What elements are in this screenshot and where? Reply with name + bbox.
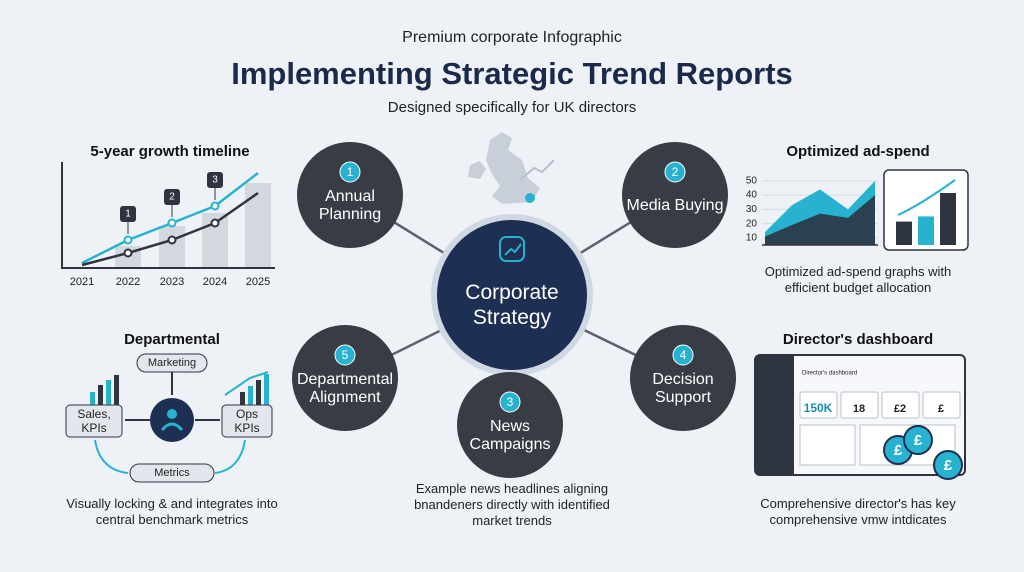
y-tick-label: 50 <box>746 175 758 186</box>
box-label: Ops KPIs <box>234 407 260 435</box>
node-badge <box>499 391 521 413</box>
point <box>167 235 177 245</box>
trend-arrow <box>519 159 555 181</box>
node-circle <box>297 142 403 248</box>
kpi-card <box>922 391 961 419</box>
point <box>210 218 220 228</box>
dash-header: Director's dashboard <box>802 371 857 377</box>
coin-label: £ <box>914 432 923 449</box>
uk-map <box>468 132 540 204</box>
kpi-value: 18 <box>853 403 865 415</box>
pill-label: Marketing <box>148 357 196 369</box>
y-tick-label: 40 <box>746 190 758 201</box>
hub-icon-arrow <box>504 243 522 256</box>
y-tick-label: 20 <box>746 218 758 229</box>
map-pin <box>525 193 535 203</box>
bar <box>896 221 912 245</box>
kpi-card <box>799 391 838 419</box>
node-number: 2 <box>672 165 679 179</box>
x-tick-label: 2022 <box>116 276 140 288</box>
pill <box>129 463 215 483</box>
node-number: 5 <box>342 348 349 362</box>
kpi-value: £ <box>938 403 944 415</box>
node-circle <box>622 142 728 248</box>
bar <box>940 193 956 245</box>
node-badge <box>334 344 356 366</box>
y-tick-label: 30 <box>746 204 758 215</box>
marker-box <box>120 206 136 222</box>
area <box>765 195 875 245</box>
mini-bars <box>90 374 269 406</box>
kpi-card <box>881 391 920 419</box>
coin <box>933 450 963 480</box>
trend <box>897 179 956 216</box>
coin <box>903 425 933 455</box>
point <box>123 248 133 258</box>
bar <box>245 183 271 268</box>
panel-title: Optimized ad-spend <box>786 143 929 160</box>
departmental-diagram <box>94 371 269 474</box>
dash-sidebar <box>756 356 794 474</box>
kicker: Premium corporate Infographic <box>402 29 622 46</box>
node-badge <box>672 344 694 366</box>
node-label: Annual Planning <box>318 188 382 223</box>
y-tick-label: 10 <box>746 233 758 244</box>
panel-title: Departmental <box>124 331 220 348</box>
node-circle <box>292 325 398 431</box>
coin-label: £ <box>894 442 903 459</box>
title: Implementing Strategic Trend Reports <box>231 56 793 91</box>
subtitle: Designed specifically for UK directors <box>388 99 636 116</box>
x-tick-label: 2023 <box>160 276 184 288</box>
caption: Optimized ad-spend graphs with efficient… <box>764 264 952 295</box>
bar <box>159 226 185 268</box>
kpi-card <box>840 391 879 419</box>
node-circle <box>457 372 563 478</box>
pill <box>136 353 208 373</box>
pill-label: Metrics <box>154 467 190 479</box>
point <box>167 218 177 228</box>
node-label: Decision Support <box>652 371 714 406</box>
hub-icon <box>499 236 525 262</box>
caption: Visually locking & and integrates into c… <box>66 496 278 527</box>
team-icon <box>150 398 194 442</box>
dash-panel <box>799 424 856 466</box>
team-body <box>160 422 184 432</box>
panel-title: 5-year growth timeline <box>90 143 249 160</box>
kpi-value: £2 <box>894 403 906 415</box>
news-caption: Example news headlines aligning bnandene… <box>414 481 610 528</box>
node-number: 3 <box>507 395 514 409</box>
point <box>123 235 133 245</box>
point <box>210 201 220 211</box>
axis <box>61 162 275 269</box>
panel-title: Director's dashboard <box>783 331 933 348</box>
node-label: Departmental Alignment <box>296 371 394 406</box>
box-label: Sales, KPIs <box>77 407 111 435</box>
x-tick-label: 2021 <box>70 276 94 288</box>
caption: Comprehensive director's has key compreh… <box>760 496 956 527</box>
x-tick-label: 2024 <box>203 276 227 288</box>
coin-label: £ <box>944 457 953 474</box>
node-label: Media Buying <box>626 197 724 214</box>
bar <box>918 216 934 245</box>
team-head <box>167 409 177 419</box>
marker-label: 3 <box>212 175 218 186</box>
node-circle <box>630 325 736 431</box>
kpi-value: 150K <box>804 401 833 415</box>
node-badge <box>339 161 361 183</box>
marker-box <box>207 172 223 188</box>
x-tick-label: 2025 <box>246 276 270 288</box>
node-number: 4 <box>680 348 687 362</box>
node-badge <box>664 161 686 183</box>
marker-box <box>164 189 180 205</box>
marker-label: 2 <box>169 192 175 203</box>
box <box>65 404 123 438</box>
box <box>221 404 273 438</box>
node-label: News Campaigns <box>469 418 551 453</box>
marker-label: 1 <box>125 209 131 220</box>
hub-label: Corporate Strategy <box>465 281 559 329</box>
node-number: 1 <box>347 165 354 179</box>
